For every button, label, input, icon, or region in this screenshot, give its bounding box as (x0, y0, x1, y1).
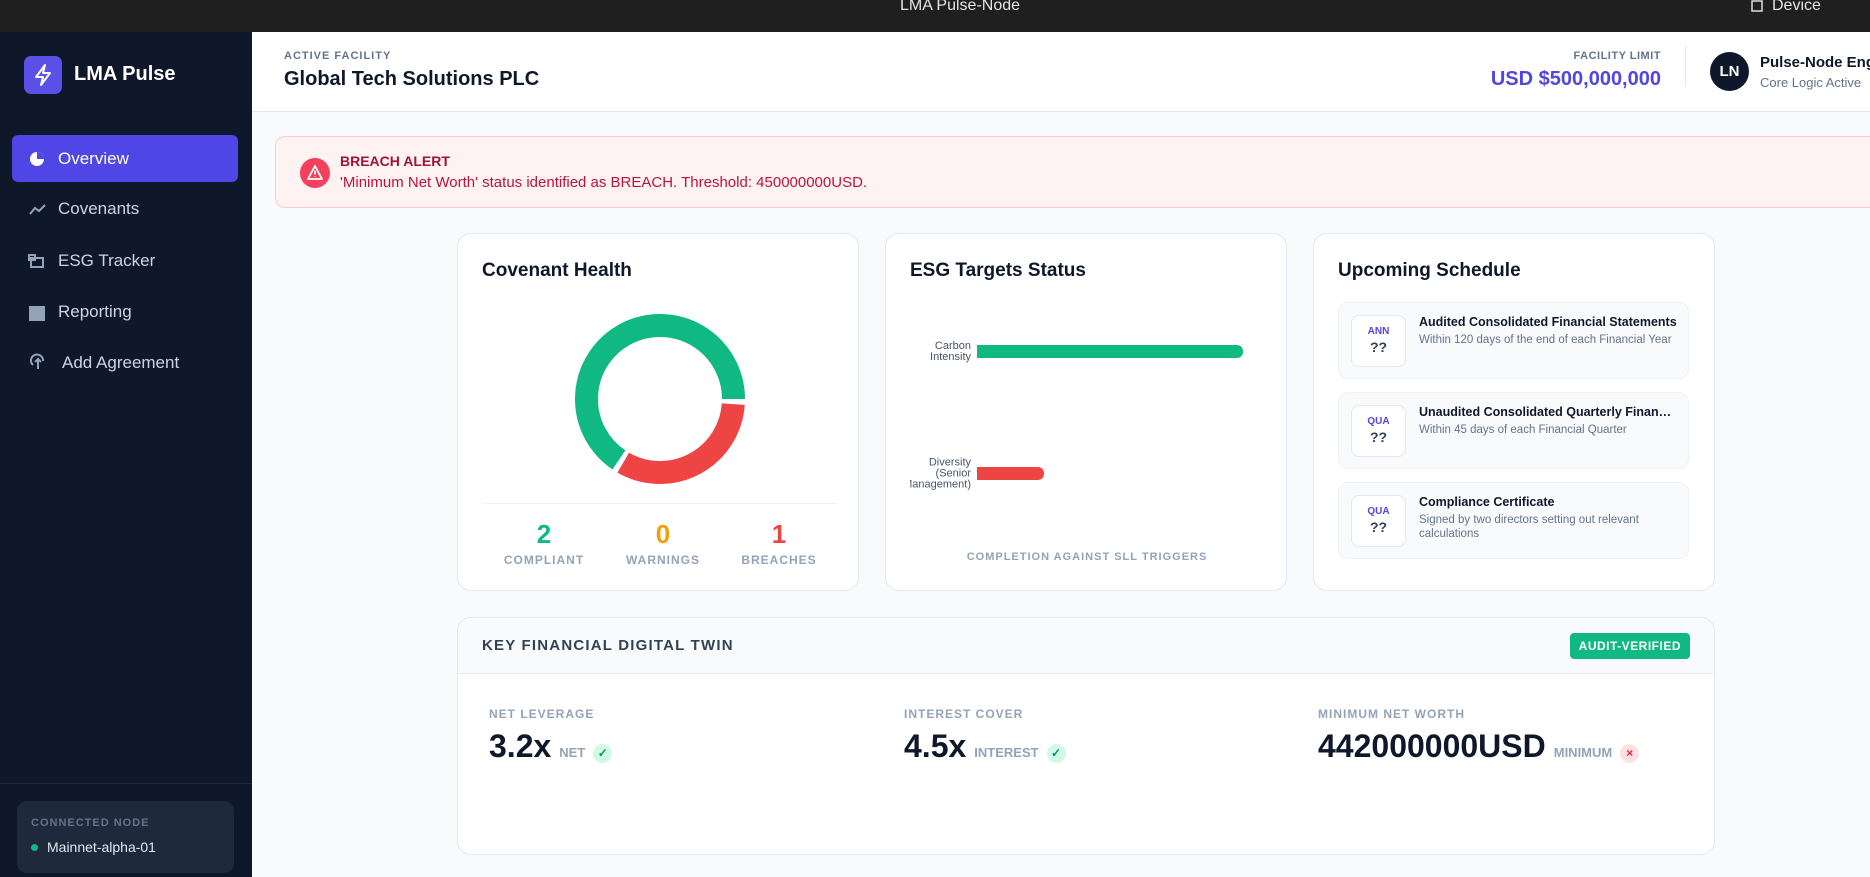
metric-row: 442000000USD MINIMUM × (1318, 728, 1640, 765)
card-header (458, 618, 1714, 674)
item-title: Unaudited Consolidated Quarterly Financi… (1419, 405, 1677, 419)
divider (0, 783, 252, 784)
card-title: ESG Targets Status (910, 260, 1086, 281)
metric-status: × (1620, 744, 1640, 763)
metric-status: ✓ (1046, 744, 1066, 763)
nav-item[interactable]: Overview (12, 135, 238, 182)
facility-label: ACTIVE FACILITY (284, 50, 392, 62)
metric-label: NET LEVERAGE (489, 707, 595, 721)
y-label-box: Diversity (Senior Management) (910, 444, 971, 504)
brand-logo (24, 56, 62, 94)
breach-alert: BREACH ALERT 'Minimum Net Worth' status … (275, 136, 1870, 208)
metric-value: 4.5x (904, 728, 967, 764)
nav-item[interactable]: Covenants (58, 198, 140, 218)
alert-message: 'Minimum Net Worth' status identified as… (340, 174, 868, 191)
legend-value: 1 (771, 519, 787, 549)
y-tick-label: Carbon Intensity (930, 340, 971, 363)
esg-card: ESG Targets Status Carbon Intensity Diver… (885, 233, 1287, 591)
bar (977, 467, 1044, 480)
item-desc: Within 120 days of the end of each Finan… (1419, 334, 1672, 346)
metric-label: MINIMUM NET WORTH (1318, 707, 1465, 721)
badge-days: ?? (1369, 429, 1388, 445)
alert-title: BREACH ALERT (340, 153, 450, 169)
bar (977, 345, 1243, 358)
schedule-item: QUA?? Compliance Certificate Signed by two… (1338, 482, 1689, 559)
device-icon (1751, 0, 1763, 12)
node-name: Mainnet-alpha-01 (47, 839, 156, 855)
donut-legend: 2 COMPLIANT 0 WARNINGS 1 BREACHES (458, 519, 858, 579)
item-desc: Within 45 days of each Financial Quarter (1419, 424, 1627, 436)
metric-row: 3.2x NET ✓ (489, 728, 613, 765)
sidebar: LMA Pulse Overview Covenants ESG Tracker… (0, 32, 252, 877)
nav-item[interactable]: ESG Tracker (58, 250, 156, 270)
y-tick-label: Diversity (Senior Management) (910, 456, 971, 491)
badge-code: QUA (1367, 506, 1390, 517)
header: ACTIVE FACILITY Global Tech Solutions PL… (252, 32, 1870, 112)
donut-segment (575, 314, 745, 470)
donut-segment (617, 402, 745, 484)
alert-icon (300, 158, 330, 188)
date-badge: QUA?? (1351, 405, 1406, 457)
item-desc: Signed by two directors setting out rele… (1419, 514, 1639, 540)
schedule-item: QUA?? Unaudited Consolidated Quarterly Fi… (1338, 392, 1689, 469)
x-axis-label: COMPLETION AGAINST SLL TRIGGERS (966, 551, 1208, 563)
nav-item[interactable]: Reporting (58, 301, 132, 321)
nav-icons (28, 152, 46, 369)
node-box: CONNECTED NODE Mainnet-alpha-01 (17, 801, 234, 873)
metric-value: 442000000USD (1318, 728, 1546, 764)
donut-chart (575, 314, 745, 484)
brand-name: LMA Pulse (74, 63, 176, 85)
divider (482, 503, 836, 504)
node-dot (31, 844, 38, 851)
facility-name: Global Tech Solutions PLC (284, 68, 540, 90)
legend-value: 0 (655, 519, 671, 549)
nav-item[interactable]: Add Agreement (62, 352, 180, 372)
window-title: LMA Pulse-Node (899, 0, 1021, 14)
badge-days: ?? (1369, 519, 1388, 535)
metric-unit: INTEREST (974, 745, 1039, 760)
covenant-card: Covenant Health 2 COMPLIANT 0 WARNINGS 1 BREA… (457, 233, 859, 591)
node-label: CONNECTED NODE (31, 817, 150, 829)
legend-label: WARNINGS (626, 553, 700, 567)
schedule-card: Upcoming Schedule ANN?? Audited Consolida… (1313, 233, 1715, 591)
card-title: Upcoming Schedule (1338, 260, 1521, 281)
avatar[interactable]: LN (1710, 52, 1749, 91)
badge-code: QUA (1367, 416, 1390, 427)
divider (1685, 46, 1686, 86)
window-bar: LMA Pulse-Node Device (0, 0, 1870, 32)
limit-value: USD $500,000,000 (1490, 68, 1661, 90)
metric-value: 3.2x (489, 728, 552, 764)
metric-unit: NET (559, 745, 586, 760)
metric-status: ✓ (593, 744, 613, 763)
user-name: Pulse-Node Engine (1760, 54, 1870, 71)
date-badge: ANN?? (1351, 315, 1406, 367)
legend-label: BREACHES (741, 553, 817, 567)
metric-unit: MINIMUM (1553, 745, 1613, 760)
badge-days: ?? (1369, 339, 1388, 355)
device-button[interactable]: Device (1772, 0, 1821, 14)
user-status: Core Logic Active (1760, 75, 1862, 90)
limit-label: FACILITY LIMIT (1573, 50, 1661, 62)
item-title: Compliance Certificate (1419, 495, 1555, 509)
financials-card: KEY FINANCIAL DIGITAL TWIN AUDIT-VERIFIE… (457, 617, 1715, 855)
card-title: KEY FINANCIAL DIGITAL TWIN (482, 637, 734, 654)
metric-label: INTEREST COVER (904, 707, 1024, 721)
bar-chart: Carbon Intensity Diversity (Senior Manage… (886, 234, 1286, 534)
y-label-box: Carbon Intensity (910, 322, 971, 382)
badge-code: ANN (1367, 326, 1390, 337)
item-title: Audited Consolidated Financial Statement… (1419, 315, 1677, 329)
schedule-item: ANN?? Audited Consolidated Financial Stat… (1338, 302, 1689, 379)
audit-badge: AUDIT-VERIFIED (1569, 633, 1690, 659)
card-title: Covenant Health (482, 260, 632, 281)
metric-row: 4.5x INTEREST ✓ (904, 728, 1066, 765)
legend-label: COMPLIANT (503, 553, 585, 567)
date-badge: QUA?? (1351, 495, 1406, 547)
legend-value: 2 (536, 519, 552, 549)
